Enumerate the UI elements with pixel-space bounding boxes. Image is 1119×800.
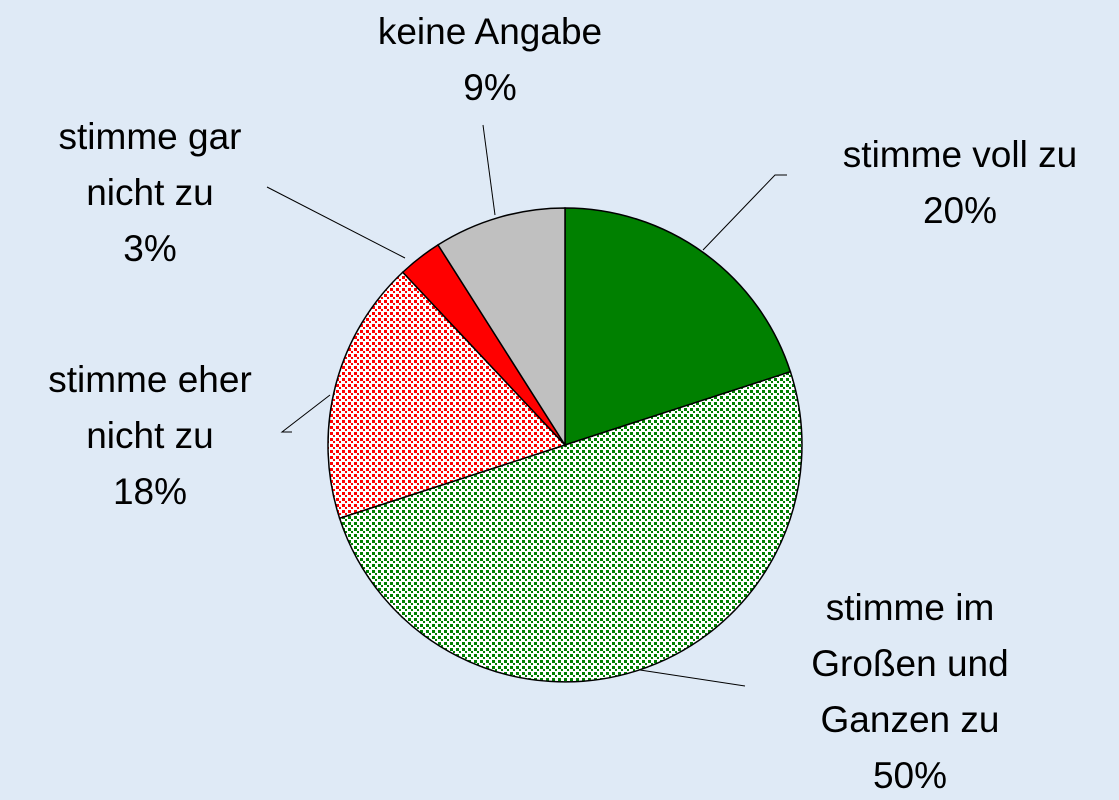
leader-line xyxy=(702,174,787,251)
leader-line xyxy=(266,186,406,259)
category-label: stimme eher nicht zu xyxy=(48,359,252,456)
pie-slice xyxy=(327,271,567,520)
value-label: 18% xyxy=(112,471,188,512)
category-label: keine Angabe xyxy=(377,11,603,52)
leader-line xyxy=(482,124,496,216)
pie-slice xyxy=(338,370,803,683)
value-label: 9% xyxy=(463,67,517,108)
slice-label: stimme gar nicht zu 3% xyxy=(20,109,280,277)
category-label: stimme voll zu xyxy=(842,134,1078,175)
slice-label: stimme im Großen und Ganzen zu 50% xyxy=(785,580,1035,800)
category-label: stimme gar nicht zu xyxy=(58,116,242,213)
slice-label: stimme eher nicht zu 18% xyxy=(10,352,290,520)
value-label: 50% xyxy=(872,755,948,796)
leader-line xyxy=(639,669,746,687)
value-label: 3% xyxy=(123,228,177,269)
value-label: 20% xyxy=(922,190,998,231)
category-label: stimme im Großen und Ganzen zu xyxy=(811,587,1009,740)
pie-slice xyxy=(436,207,566,448)
pie-slice xyxy=(564,207,792,447)
slice-label: stimme voll zu 20% xyxy=(795,127,1119,239)
slice-label: keine Angabe 9% xyxy=(325,4,655,116)
leader-line xyxy=(280,394,331,433)
